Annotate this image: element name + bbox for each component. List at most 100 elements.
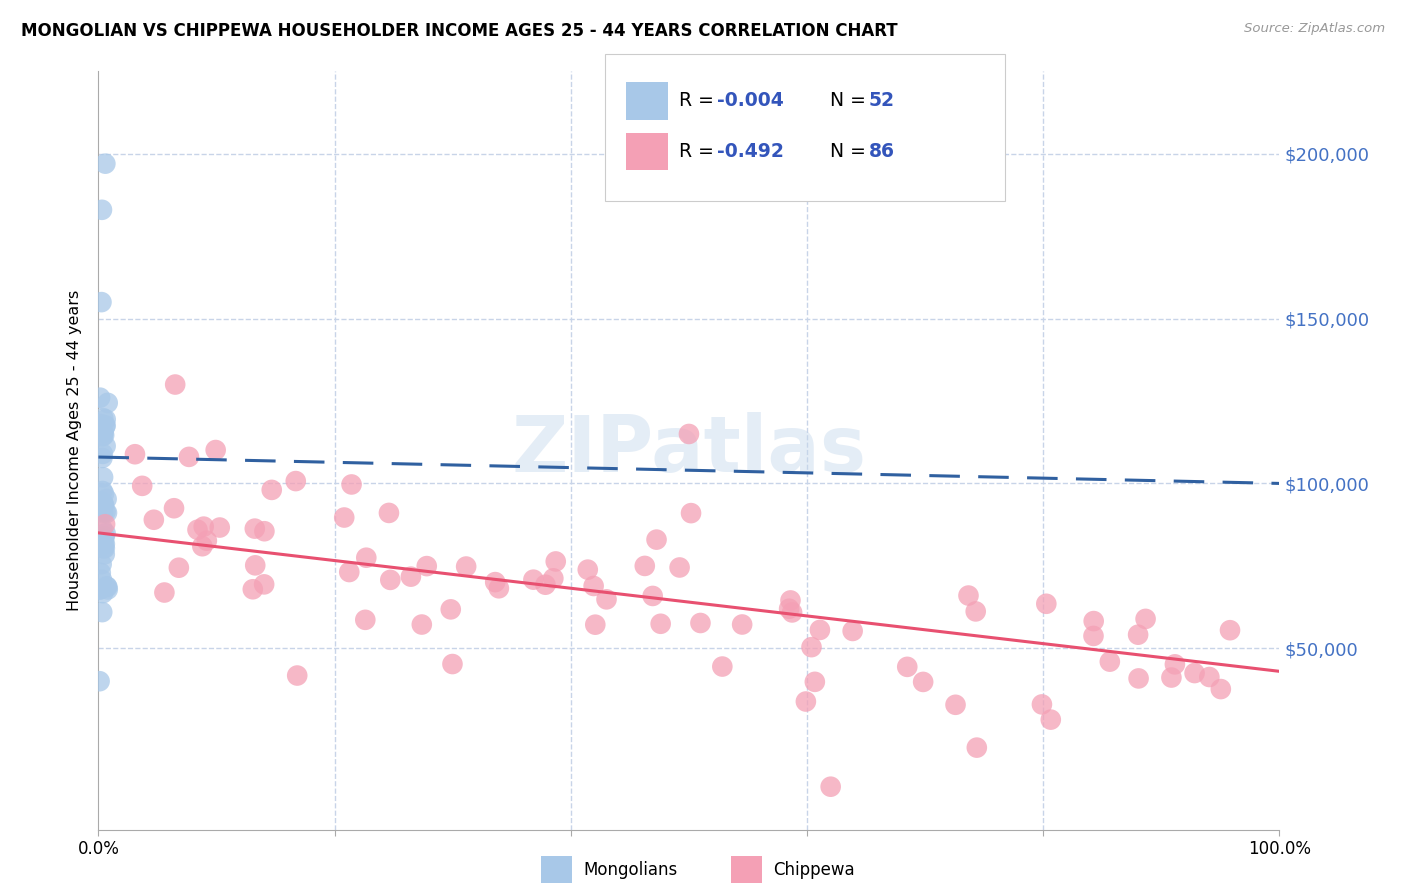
Point bbox=[779, 593, 801, 607]
Point bbox=[378, 506, 401, 520]
Point bbox=[89, 503, 111, 517]
Point bbox=[96, 579, 118, 593]
Point bbox=[668, 560, 690, 574]
Point bbox=[204, 443, 226, 458]
Point bbox=[253, 577, 276, 591]
Point bbox=[965, 604, 987, 618]
Point bbox=[91, 532, 114, 546]
Text: ZIPatlas: ZIPatlas bbox=[512, 412, 866, 489]
Point bbox=[94, 547, 117, 561]
Point bbox=[91, 429, 114, 443]
Point bbox=[90, 501, 112, 516]
Point bbox=[91, 586, 114, 600]
Point bbox=[1160, 671, 1182, 685]
Point bbox=[1135, 612, 1157, 626]
Point bbox=[177, 450, 200, 464]
Point bbox=[153, 585, 176, 599]
Point bbox=[94, 418, 117, 433]
Point bbox=[966, 740, 988, 755]
Point bbox=[91, 202, 114, 217]
Point bbox=[167, 560, 190, 574]
Point bbox=[576, 563, 599, 577]
Point bbox=[1198, 670, 1220, 684]
Point bbox=[90, 582, 112, 597]
Text: 52: 52 bbox=[869, 91, 894, 111]
Point bbox=[253, 524, 276, 539]
Point bbox=[441, 657, 464, 671]
Point bbox=[242, 582, 264, 597]
Point bbox=[89, 674, 111, 689]
Point bbox=[582, 579, 605, 593]
Point bbox=[91, 521, 114, 535]
Point bbox=[711, 659, 734, 673]
Point bbox=[195, 533, 218, 548]
Point bbox=[808, 623, 831, 637]
Point bbox=[94, 419, 117, 434]
Point bbox=[333, 510, 356, 524]
Point bbox=[96, 506, 118, 520]
Point bbox=[804, 674, 827, 689]
Point bbox=[90, 557, 112, 571]
Point bbox=[94, 412, 117, 426]
Point bbox=[957, 589, 980, 603]
Point bbox=[896, 660, 918, 674]
Point bbox=[1083, 629, 1105, 643]
Point bbox=[678, 427, 700, 442]
Point bbox=[340, 477, 363, 491]
Point bbox=[416, 559, 439, 574]
Point bbox=[522, 573, 544, 587]
Point bbox=[93, 541, 115, 556]
Point bbox=[91, 573, 114, 587]
Point bbox=[1184, 666, 1206, 681]
Point bbox=[131, 479, 153, 493]
Point bbox=[97, 582, 120, 597]
Point bbox=[780, 606, 803, 620]
Point bbox=[208, 520, 231, 534]
Point bbox=[243, 522, 266, 536]
Text: MONGOLIAN VS CHIPPEWA HOUSEHOLDER INCOME AGES 25 - 44 YEARS CORRELATION CHART: MONGOLIAN VS CHIPPEWA HOUSEHOLDER INCOME… bbox=[21, 22, 897, 40]
Point bbox=[634, 558, 657, 573]
Point bbox=[1031, 698, 1053, 712]
Point bbox=[543, 571, 565, 585]
Point bbox=[778, 601, 800, 615]
Point bbox=[731, 617, 754, 632]
Text: R =: R = bbox=[679, 91, 720, 111]
Text: N =: N = bbox=[830, 91, 872, 111]
Point bbox=[93, 533, 115, 547]
Point bbox=[91, 497, 114, 511]
Point bbox=[93, 536, 115, 550]
Point bbox=[94, 517, 117, 532]
Point bbox=[90, 295, 112, 310]
Point bbox=[595, 592, 617, 607]
Y-axis label: Householder Income Ages 25 - 44 years: Householder Income Ages 25 - 44 years bbox=[67, 290, 83, 611]
Point bbox=[1209, 682, 1232, 697]
Point bbox=[456, 559, 478, 574]
Point bbox=[91, 447, 114, 461]
Point bbox=[245, 558, 267, 573]
Point bbox=[191, 539, 214, 553]
Text: Source: ZipAtlas.com: Source: ZipAtlas.com bbox=[1244, 22, 1385, 36]
Point bbox=[484, 575, 506, 590]
Point bbox=[96, 580, 118, 594]
Point bbox=[285, 668, 308, 682]
Point bbox=[1219, 624, 1241, 638]
Point bbox=[142, 513, 165, 527]
Point bbox=[93, 487, 115, 501]
Point bbox=[89, 391, 111, 405]
Point bbox=[945, 698, 967, 712]
Point bbox=[186, 523, 208, 537]
Text: R =: R = bbox=[679, 142, 720, 161]
Point bbox=[1083, 614, 1105, 628]
Point bbox=[94, 439, 117, 453]
Point bbox=[641, 589, 664, 603]
Point bbox=[794, 694, 817, 708]
Point bbox=[91, 506, 114, 520]
Point bbox=[1164, 657, 1187, 672]
Point bbox=[380, 573, 402, 587]
Point bbox=[93, 425, 115, 440]
Point bbox=[1098, 655, 1121, 669]
Point bbox=[820, 780, 842, 794]
Point bbox=[91, 536, 114, 550]
Point bbox=[93, 428, 115, 442]
Point bbox=[89, 582, 111, 597]
